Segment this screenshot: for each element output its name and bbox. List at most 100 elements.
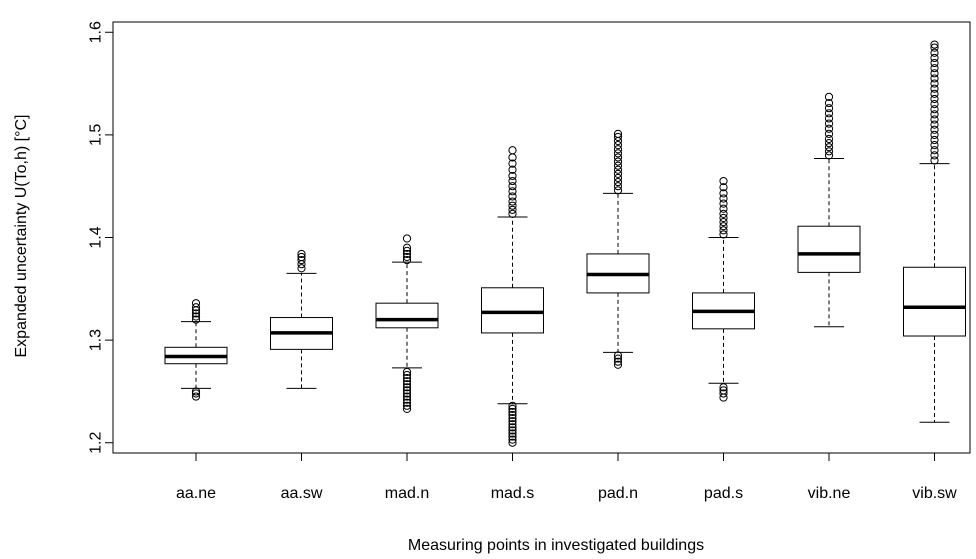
outlier-point xyxy=(402,401,412,410)
outlier-point xyxy=(613,357,623,366)
outlier-point xyxy=(719,189,728,198)
outlier-point xyxy=(930,135,939,145)
outlier-point xyxy=(824,98,834,108)
outlier-point xyxy=(297,249,306,259)
box-pad.n xyxy=(586,129,650,369)
outlier-point xyxy=(402,404,412,413)
box-pad.s xyxy=(692,176,755,402)
outlier-point xyxy=(508,165,517,174)
outlier-point xyxy=(613,161,623,170)
outlier-point xyxy=(508,404,517,413)
x-tick-label: mad.n xyxy=(385,485,429,502)
outlier-point xyxy=(402,243,412,252)
outlier-point xyxy=(824,147,834,156)
outlier-point xyxy=(930,84,939,93)
outlier-point xyxy=(824,92,834,102)
y-tick-label: 1.6 xyxy=(88,21,105,43)
box-mad.s xyxy=(481,146,544,447)
outlier-point xyxy=(930,58,939,68)
outlier-point xyxy=(402,370,412,380)
box-rect xyxy=(797,225,861,273)
outlier-point xyxy=(191,392,201,401)
x-tick-label: pad.s xyxy=(704,485,743,502)
outlier-point xyxy=(508,429,517,438)
outlier-point xyxy=(402,389,412,398)
outlier-point xyxy=(719,183,728,192)
outlier-point xyxy=(297,260,306,269)
outlier-point xyxy=(402,246,412,255)
outlier-point xyxy=(930,53,939,63)
outlier-point xyxy=(402,380,412,389)
outlier-point xyxy=(930,79,939,88)
outlier-point xyxy=(508,176,517,186)
outlier-point xyxy=(402,383,412,392)
outlier-point xyxy=(930,48,939,57)
y-axis-title: Expanded uncertainty U(To,h) [°C] xyxy=(13,115,30,358)
x-tick-label: aa.sw xyxy=(281,485,323,502)
outlier-point xyxy=(508,432,517,441)
outlier-point xyxy=(508,407,517,417)
outlier-point xyxy=(508,187,517,196)
boxes-layer xyxy=(164,40,966,447)
outlier-point xyxy=(613,129,623,138)
outlier-point xyxy=(508,197,517,206)
outlier-point xyxy=(613,177,623,187)
outlier-point xyxy=(402,234,412,243)
outlier-point xyxy=(719,222,728,231)
outlier-point xyxy=(613,132,623,142)
outlier-point xyxy=(613,169,623,178)
x-tick-label: pad.n xyxy=(598,485,638,502)
outlier-point xyxy=(613,136,623,146)
outlier-point xyxy=(719,199,728,208)
x-tick-label: vib.sw xyxy=(912,485,957,502)
outlier-point xyxy=(191,387,201,396)
outlier-point xyxy=(613,360,623,369)
x-tick-label: vib.ne xyxy=(808,485,851,502)
outlier-point xyxy=(297,255,306,265)
outlier-point xyxy=(402,252,412,262)
outlier-point xyxy=(930,74,939,83)
outlier-point xyxy=(191,389,201,398)
x-tick-label: aa.ne xyxy=(176,485,216,502)
outlier-point xyxy=(719,230,728,239)
outlier-point xyxy=(719,393,728,402)
outlier-point xyxy=(930,89,939,98)
outlier-point xyxy=(508,171,517,181)
x-axis: aa.ne aa.sw mad.n mad.s pad.n pad.s vib.ne vib.… xyxy=(176,453,957,502)
y-axis: 1.2 1.3 1.4 1.5 1.6 xyxy=(88,21,113,454)
outlier-point xyxy=(930,115,939,124)
outlier-point xyxy=(402,367,412,377)
outlier-point xyxy=(719,383,728,392)
y-tick-label: 1.2 xyxy=(88,432,105,454)
outlier-point xyxy=(824,114,834,123)
outlier-point xyxy=(297,264,306,273)
y-tick-label: 1.5 xyxy=(88,124,105,146)
outlier-point xyxy=(297,252,306,262)
outlier-point xyxy=(508,201,517,210)
outlier-point xyxy=(508,435,517,444)
outlier-point xyxy=(508,414,517,423)
x-tick-label: mad.s xyxy=(491,485,535,502)
outlier-point xyxy=(613,149,623,158)
outlier-point xyxy=(191,315,201,324)
outlier-point xyxy=(508,417,517,426)
outlier-point xyxy=(719,226,728,235)
outlier-point xyxy=(824,124,834,133)
outlier-point xyxy=(930,146,939,155)
outlier-point xyxy=(613,173,623,183)
box-rect xyxy=(375,302,439,329)
outlier-point xyxy=(930,151,939,160)
outlier-point xyxy=(508,438,517,447)
outlier-point xyxy=(930,110,939,119)
outlier-point xyxy=(402,398,412,407)
outlier-point xyxy=(402,386,412,395)
outlier-point xyxy=(508,205,517,214)
outlier-point xyxy=(508,182,517,191)
outlier-point xyxy=(719,213,728,223)
outlier-point xyxy=(930,105,939,114)
outlier-point xyxy=(719,204,728,213)
outlier-point xyxy=(824,129,834,138)
outlier-point xyxy=(719,209,728,218)
outlier-point xyxy=(930,99,939,109)
